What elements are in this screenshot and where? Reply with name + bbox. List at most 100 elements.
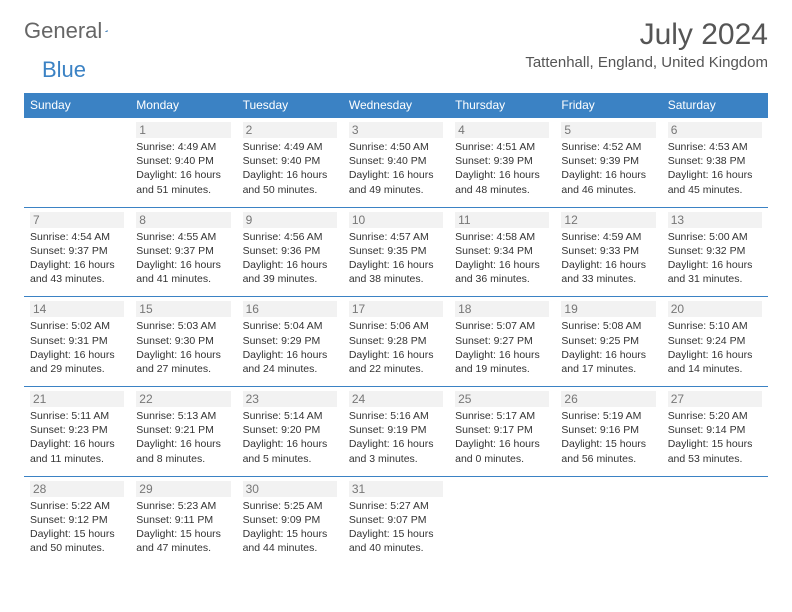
day-cell: 20Sunrise: 5:10 AMSunset: 9:24 PMDayligh… [662,297,768,387]
day-number: 26 [561,391,655,407]
daylight-text: Daylight: 16 hours and 36 minutes. [455,258,549,286]
day-number: 4 [455,122,549,138]
day-number: 11 [455,212,549,228]
sunset-text: Sunset: 9:24 PM [668,334,762,348]
sunset-text: Sunset: 9:23 PM [30,423,124,437]
day-number: 24 [349,391,443,407]
day-number: 21 [30,391,124,407]
sunset-text: Sunset: 9:20 PM [243,423,337,437]
daylight-text: Daylight: 16 hours and 5 minutes. [243,437,337,465]
sunset-text: Sunset: 9:31 PM [30,334,124,348]
day-details: Sunrise: 5:02 AMSunset: 9:31 PMDaylight:… [30,319,124,376]
sunrise-text: Sunrise: 4:53 AM [668,140,762,154]
day-cell: 9 Sunrise: 4:56 AMSunset: 9:36 PMDaylight… [237,207,343,297]
day-details: Sunrise: 4:49 AMSunset: 9:40 PMDaylight:… [136,140,230,197]
sunrise-text: Sunrise: 5:17 AM [455,409,549,423]
sunset-text: Sunset: 9:39 PM [561,154,655,168]
day-details: Sunrise: 5:23 AMSunset: 9:11 PMDaylight:… [136,499,230,556]
triangle-icon [105,22,108,40]
day-details: Sunrise: 5:11 AMSunset: 9:23 PMDaylight:… [30,409,124,466]
day-number: 1 [136,122,230,138]
daylight-text: Daylight: 15 hours and 44 minutes. [243,527,337,555]
day-cell: 3Sunrise: 4:50 AMSunset: 9:40 PMDaylight… [343,118,449,208]
day-details: Sunrise: 4:55 AMSunset: 9:37 PMDaylight:… [136,230,230,287]
day-number: 8 [136,212,230,228]
daylight-text: Daylight: 16 hours and 46 minutes. [561,168,655,196]
day-details: Sunrise: 4:52 AMSunset: 9:39 PMDaylight:… [561,140,655,197]
day-details: Sunrise: 5:00 AMSunset: 9:32 PMDaylight:… [668,230,762,287]
day-details: Sunrise: 5:06 AMSunset: 9:28 PMDaylight:… [349,319,443,376]
week-row: 7 Sunrise: 4:54 AMSunset: 9:37 PMDaylight… [24,207,768,297]
day-cell: 10Sunrise: 4:57 AMSunset: 9:35 PMDayligh… [343,207,449,297]
daylight-text: Daylight: 16 hours and 31 minutes. [668,258,762,286]
day-cell [24,118,130,208]
day-details: Sunrise: 5:25 AMSunset: 9:09 PMDaylight:… [243,499,337,556]
location: Tattenhall, England, United Kingdom [525,54,768,71]
sunrise-text: Sunrise: 4:49 AM [136,140,230,154]
daylight-text: Daylight: 15 hours and 47 minutes. [136,527,230,555]
day-cell: 26Sunrise: 5:19 AMSunset: 9:16 PMDayligh… [555,387,661,477]
daylight-text: Daylight: 16 hours and 17 minutes. [561,348,655,376]
weekday-wednesday: Wednesday [343,93,449,118]
sunset-text: Sunset: 9:17 PM [455,423,549,437]
weekday-thursday: Thursday [449,93,555,118]
sunset-text: Sunset: 9:36 PM [243,244,337,258]
day-details: Sunrise: 4:54 AMSunset: 9:37 PMDaylight:… [30,230,124,287]
daylight-text: Daylight: 16 hours and 14 minutes. [668,348,762,376]
weekday-sunday: Sunday [24,93,130,118]
day-details: Sunrise: 4:53 AMSunset: 9:38 PMDaylight:… [668,140,762,197]
day-number: 27 [668,391,762,407]
sunrise-text: Sunrise: 5:03 AM [136,319,230,333]
day-cell: 1 Sunrise: 4:49 AMSunset: 9:40 PMDaylight… [130,118,236,208]
day-cell: 13Sunrise: 5:00 AMSunset: 9:32 PMDayligh… [662,207,768,297]
week-row: 1Sunrise: 4:49 AMSunset: 9:40 PMDaylight… [24,118,768,208]
month-title: July 2024 [525,18,768,52]
daylight-text: Daylight: 16 hours and 19 minutes. [455,348,549,376]
day-cell: 30 Sunrise: 5:25 AMSunset: 9:09 PMDayligh… [237,476,343,565]
day-number: 25 [455,391,549,407]
title-block: July 2024 Tattenhall, England, United Ki… [525,18,768,71]
day-number: 9 [243,212,337,228]
day-cell: 18Sunrise: 5:07 AMSunset: 9:27 PMDayligh… [449,297,555,387]
week-row: 21 Sunrise: 5:11 AMSunset: 9:23 PMDayligh… [24,387,768,477]
day-cell: 28Sunrise: 5:22 AMSunset: 9:12 PMDayligh… [24,476,130,565]
daylight-text: Daylight: 16 hours and 11 minutes. [30,437,124,465]
day-cell: 17Sunrise: 5:06 AMSunset: 9:28 PMDayligh… [343,297,449,387]
day-cell: 29Sunrise: 5:23 AMSunset: 9:11 PMDayligh… [130,476,236,565]
day-cell: 31Sunrise: 5:27 AMSunset: 9:07 PMDayligh… [343,476,449,565]
sunset-text: Sunset: 9:29 PM [243,334,337,348]
day-number: 6 [668,122,762,138]
brand-word1: General [24,18,102,44]
daylight-text: Daylight: 16 hours and 41 minutes. [136,258,230,286]
daylight-text: Daylight: 16 hours and 51 minutes. [136,168,230,196]
day-number: 15 [136,301,230,317]
sunrise-text: Sunrise: 4:59 AM [561,230,655,244]
day-details: Sunrise: 4:57 AMSunset: 9:35 PMDaylight:… [349,230,443,287]
day-cell: 4Sunrise: 4:51 AMSunset: 9:39 PMDaylight… [449,118,555,208]
day-details: Sunrise: 4:58 AMSunset: 9:34 PMDaylight:… [455,230,549,287]
sunrise-text: Sunrise: 5:19 AM [561,409,655,423]
day-cell: 2 Sunrise: 4:49 AMSunset: 9:40 PMDaylight… [237,118,343,208]
sunrise-text: Sunrise: 5:08 AM [561,319,655,333]
sunset-text: Sunset: 9:11 PM [136,513,230,527]
sunset-text: Sunset: 9:12 PM [30,513,124,527]
sunrise-text: Sunrise: 4:57 AM [349,230,443,244]
sunset-text: Sunset: 9:19 PM [349,423,443,437]
sunset-text: Sunset: 9:40 PM [349,154,443,168]
sunrise-text: Sunrise: 5:14 AM [243,409,337,423]
day-number: 2 [243,122,337,138]
day-cell: 15Sunrise: 5:03 AMSunset: 9:30 PMDayligh… [130,297,236,387]
day-number: 30 [243,481,337,497]
sunrise-text: Sunrise: 4:52 AM [561,140,655,154]
sunrise-text: Sunrise: 5:10 AM [668,319,762,333]
day-details: Sunrise: 4:49 AMSunset: 9:40 PMDaylight:… [243,140,337,197]
sunrise-text: Sunrise: 4:55 AM [136,230,230,244]
week-row: 28Sunrise: 5:22 AMSunset: 9:12 PMDayligh… [24,476,768,565]
day-cell: 23Sunrise: 5:14 AMSunset: 9:20 PMDayligh… [237,387,343,477]
sunrise-text: Sunrise: 5:25 AM [243,499,337,513]
day-details: Sunrise: 4:56 AMSunset: 9:36 PMDaylight:… [243,230,337,287]
sunrise-text: Sunrise: 4:49 AM [243,140,337,154]
sunrise-text: Sunrise: 5:04 AM [243,319,337,333]
daylight-text: Daylight: 16 hours and 27 minutes. [136,348,230,376]
day-number: 7 [30,212,124,228]
